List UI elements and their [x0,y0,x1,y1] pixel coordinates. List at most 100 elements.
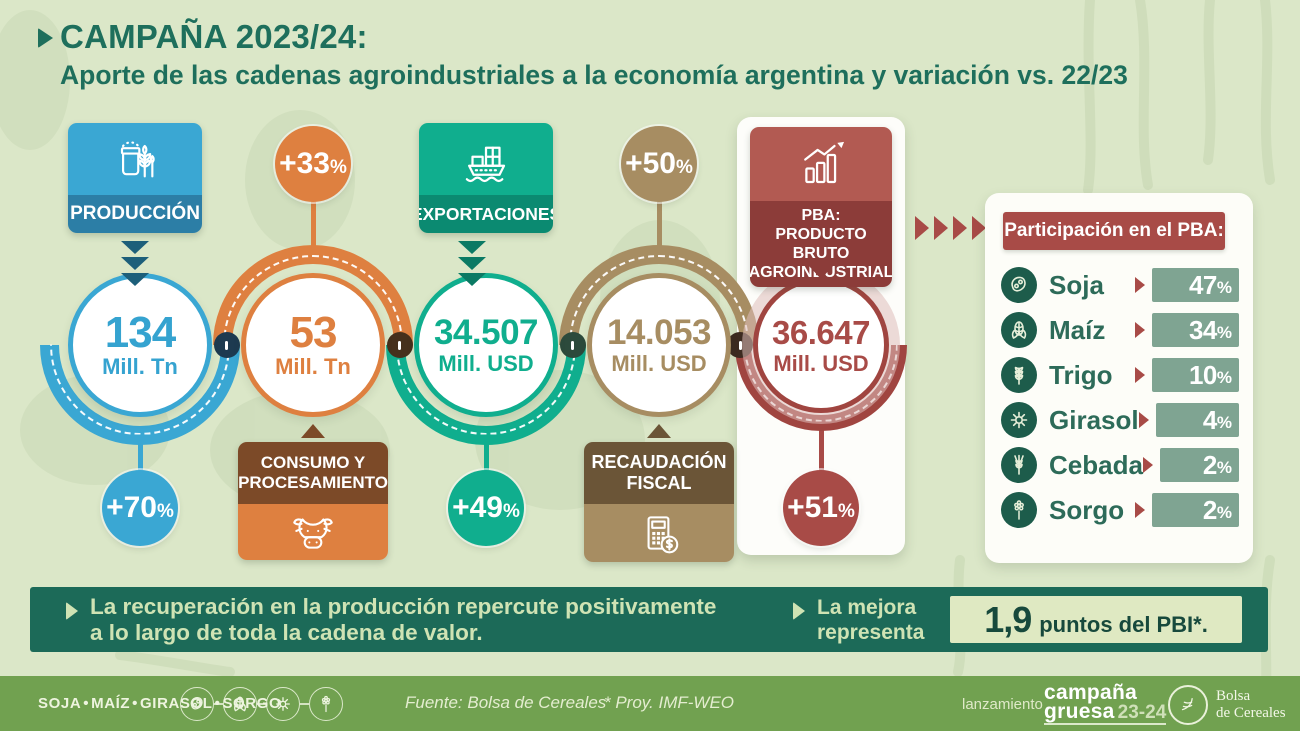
consumo-unit: Mill. Tn [275,354,351,379]
triangle-up-icon [647,424,671,438]
percent-sign: % [1216,413,1232,432]
sunflower-icon [1001,402,1037,438]
participation-header: Participación en el PBA: [1003,212,1225,250]
fiscal-delta: +50 [625,147,676,180]
chevrons-down-icon [458,238,486,286]
sorghum-panicle-icon [1001,492,1037,528]
triangle-right-icon [1138,412,1149,428]
participation-row-sorgo: Sorgo 2% [1001,490,1239,530]
chevrons-down-icon [121,238,149,286]
produccion-label-box: PRODUCCIÓN [68,123,202,233]
participation-value: 10 [1188,359,1217,390]
percent-sign: % [156,500,174,522]
exportaciones-stem [483,440,489,474]
corn-cob-icon [1001,312,1037,348]
pbi-highlight-box: 1,9 puntos del PBI*. [950,596,1242,643]
separator: • [132,695,139,712]
percent-sign: % [675,156,693,178]
campana-gruesa-logo: campaña gruesa 23-24 [1044,681,1167,725]
produccion-value-circle: 134 Mill. Tn [68,273,212,417]
triangle-right-icon [1135,367,1145,383]
separator: • [83,695,90,712]
crop-name: SOJA [38,695,82,712]
consumo-label-box: CONSUMO Y PROCESAMIENTO [238,442,388,560]
road-junction-dot [727,332,753,358]
banner-note-2: La mejora representa [793,595,924,645]
exportaciones-label: EXPORTACIONES [419,195,553,233]
consumo-label: CONSUMO Y PROCESAMIENTO [238,442,388,504]
produccion-unit: Mill. Tn [102,354,178,379]
dash-connector [300,703,309,705]
pba-delta: +51 [787,491,838,524]
triangle-right-icon [1135,502,1145,518]
logo-year: 23-24 [1117,702,1167,723]
exportaciones-value-circle: 34.507 Mill. USD [414,273,558,417]
percent-sign: % [1216,278,1232,297]
participation-bar: 2% [1159,448,1239,482]
pba-delta-badge: +51% [783,470,859,546]
produccion-delta: +70 [106,491,157,524]
exportaciones-delta: +49 [452,491,503,524]
sorghum-panicle-icon [309,687,343,721]
bolsa-seal-icon [1168,685,1208,725]
participation-bar: 4% [1155,403,1239,437]
participation-bar: 47% [1152,268,1239,302]
participation-bar: 2% [1152,493,1239,527]
produccion-label: PRODUCCIÓN [68,195,202,233]
fiscal-stem [656,200,662,248]
participation-row-girasol: Girasol 4% [1001,400,1239,440]
fiscal-label: RECAUDACIÓN FISCAL [584,442,734,504]
produccion-delta-badge: +70% [102,470,178,546]
consumo-delta: +33 [279,147,330,180]
bolsa-de-cereales-logo: Bolsa de Cereales [1168,685,1286,725]
triangle-up-icon [301,424,325,438]
pba-value-circle: 36.647 Mill. USD [753,277,889,413]
lanzamiento-label: lanzamiento [962,696,1043,713]
logo-line-2: gruesa [1044,700,1115,723]
note-bullet-icon [793,602,805,620]
bar-chart-arrow-icon [750,127,892,201]
percent-sign: % [1216,503,1232,522]
soy-pod-icon [1001,267,1037,303]
percent-sign: % [329,156,347,178]
fiscal-delta-badge: +50% [621,126,697,202]
triangle-right-icon [1135,322,1145,338]
footer-bar: SOJA • MAÍZ • GIRASOL • SORGO [0,676,1300,731]
triangle-down-icon [809,266,833,279]
triangle-right-icon [1142,457,1153,473]
participation-value: 4 [1202,404,1217,435]
road-junction-dot [386,332,413,358]
participation-row-soja: Soja 47% [1001,265,1239,305]
note-bullet-icon [66,602,78,620]
pba-label-box: PBA: PRODUCTO BRUTO AGROINDUSTRIAL [750,127,892,287]
logo-line-1: campaña [1044,681,1138,704]
participation-panel: Participación en el PBA: Soja 47% Maíz [985,193,1253,563]
fiscal-value-circle: 14.053 Mill. USD [587,273,731,417]
exportaciones-label-box: EXPORTACIONES [419,123,553,233]
calculator-coin-icon [584,504,734,562]
participation-bar: 10% [1152,358,1239,392]
banner-note-1-text: La recuperación en la producción repercu… [90,594,717,645]
page-title: CAMPAÑA 2023/24: [60,18,368,55]
sunflower-icon [266,687,300,721]
banner-note-2-text: La mejora representa [817,596,925,644]
produccion-stem [137,440,143,474]
cargo-ship-icon [419,123,553,195]
participation-value: 2 [1202,494,1217,525]
participation-value: 34 [1188,314,1217,345]
bottom-banner: La recuperación en la producción repercu… [30,587,1268,652]
triangle-right-icon [1135,277,1145,293]
wheat-spike-icon [1001,357,1037,393]
grain-bag-wheat-icon [68,123,202,195]
consumo-value-circle: 53 Mill. Tn [241,273,385,417]
road-junction-dot [213,332,240,358]
dash-connector [257,703,266,705]
exportaciones-unit: Mill. USD [438,351,534,376]
barley-spike-icon [1001,447,1037,483]
pba-stem [818,427,824,472]
participation-name: Maíz [1049,314,1106,345]
footer-crop-icons [180,687,343,721]
participation-row-maiz: Maíz 34% [1001,310,1239,350]
pbi-text: puntos del [1039,612,1151,637]
